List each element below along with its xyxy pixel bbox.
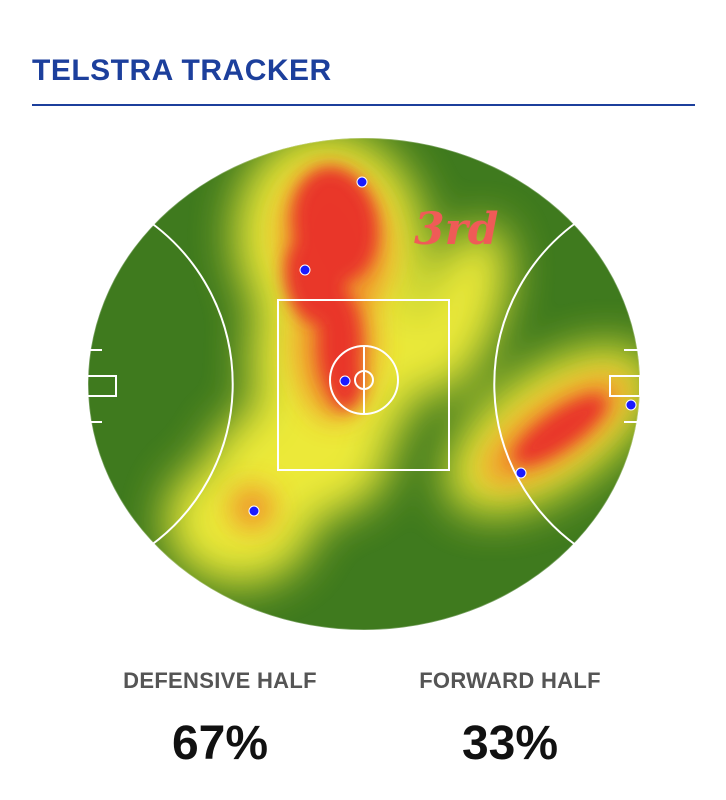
marker-forward-goal [625,399,637,411]
forward-half-stat: FORWARD HALF 33% [380,668,640,772]
marker-upper-left [299,264,311,276]
header-divider [32,104,695,106]
defensive-50-arc [149,221,234,547]
marker-top [356,176,368,188]
marker-forward-pocket [515,467,527,479]
defensive-half-label: DEFENSIVE HALF [123,668,317,693]
centre-square [277,299,450,471]
page-title: TELSTRA TRACKER [32,54,332,87]
forward-50-arc [493,221,578,547]
defensive-half-value: 67% [171,717,269,770]
header: TELSTRA TRACKER [32,52,695,106]
heatmap-panel: 3rd [0,130,726,640]
quarter-label: 3rd [414,204,499,255]
field-markings [85,137,641,631]
field-heatmap: 3rd [85,137,641,631]
marker-lower-left [248,505,260,517]
forward-half-value: 33% [461,717,559,770]
defensive-half-stat: DEFENSIVE HALF 67% [90,668,350,772]
forward-half-label: FORWARD HALF [419,668,601,693]
marker-centre [339,375,351,387]
defensive-goal-square [85,375,117,397]
forward-goal-square [609,375,641,397]
possession-markers [248,176,637,517]
